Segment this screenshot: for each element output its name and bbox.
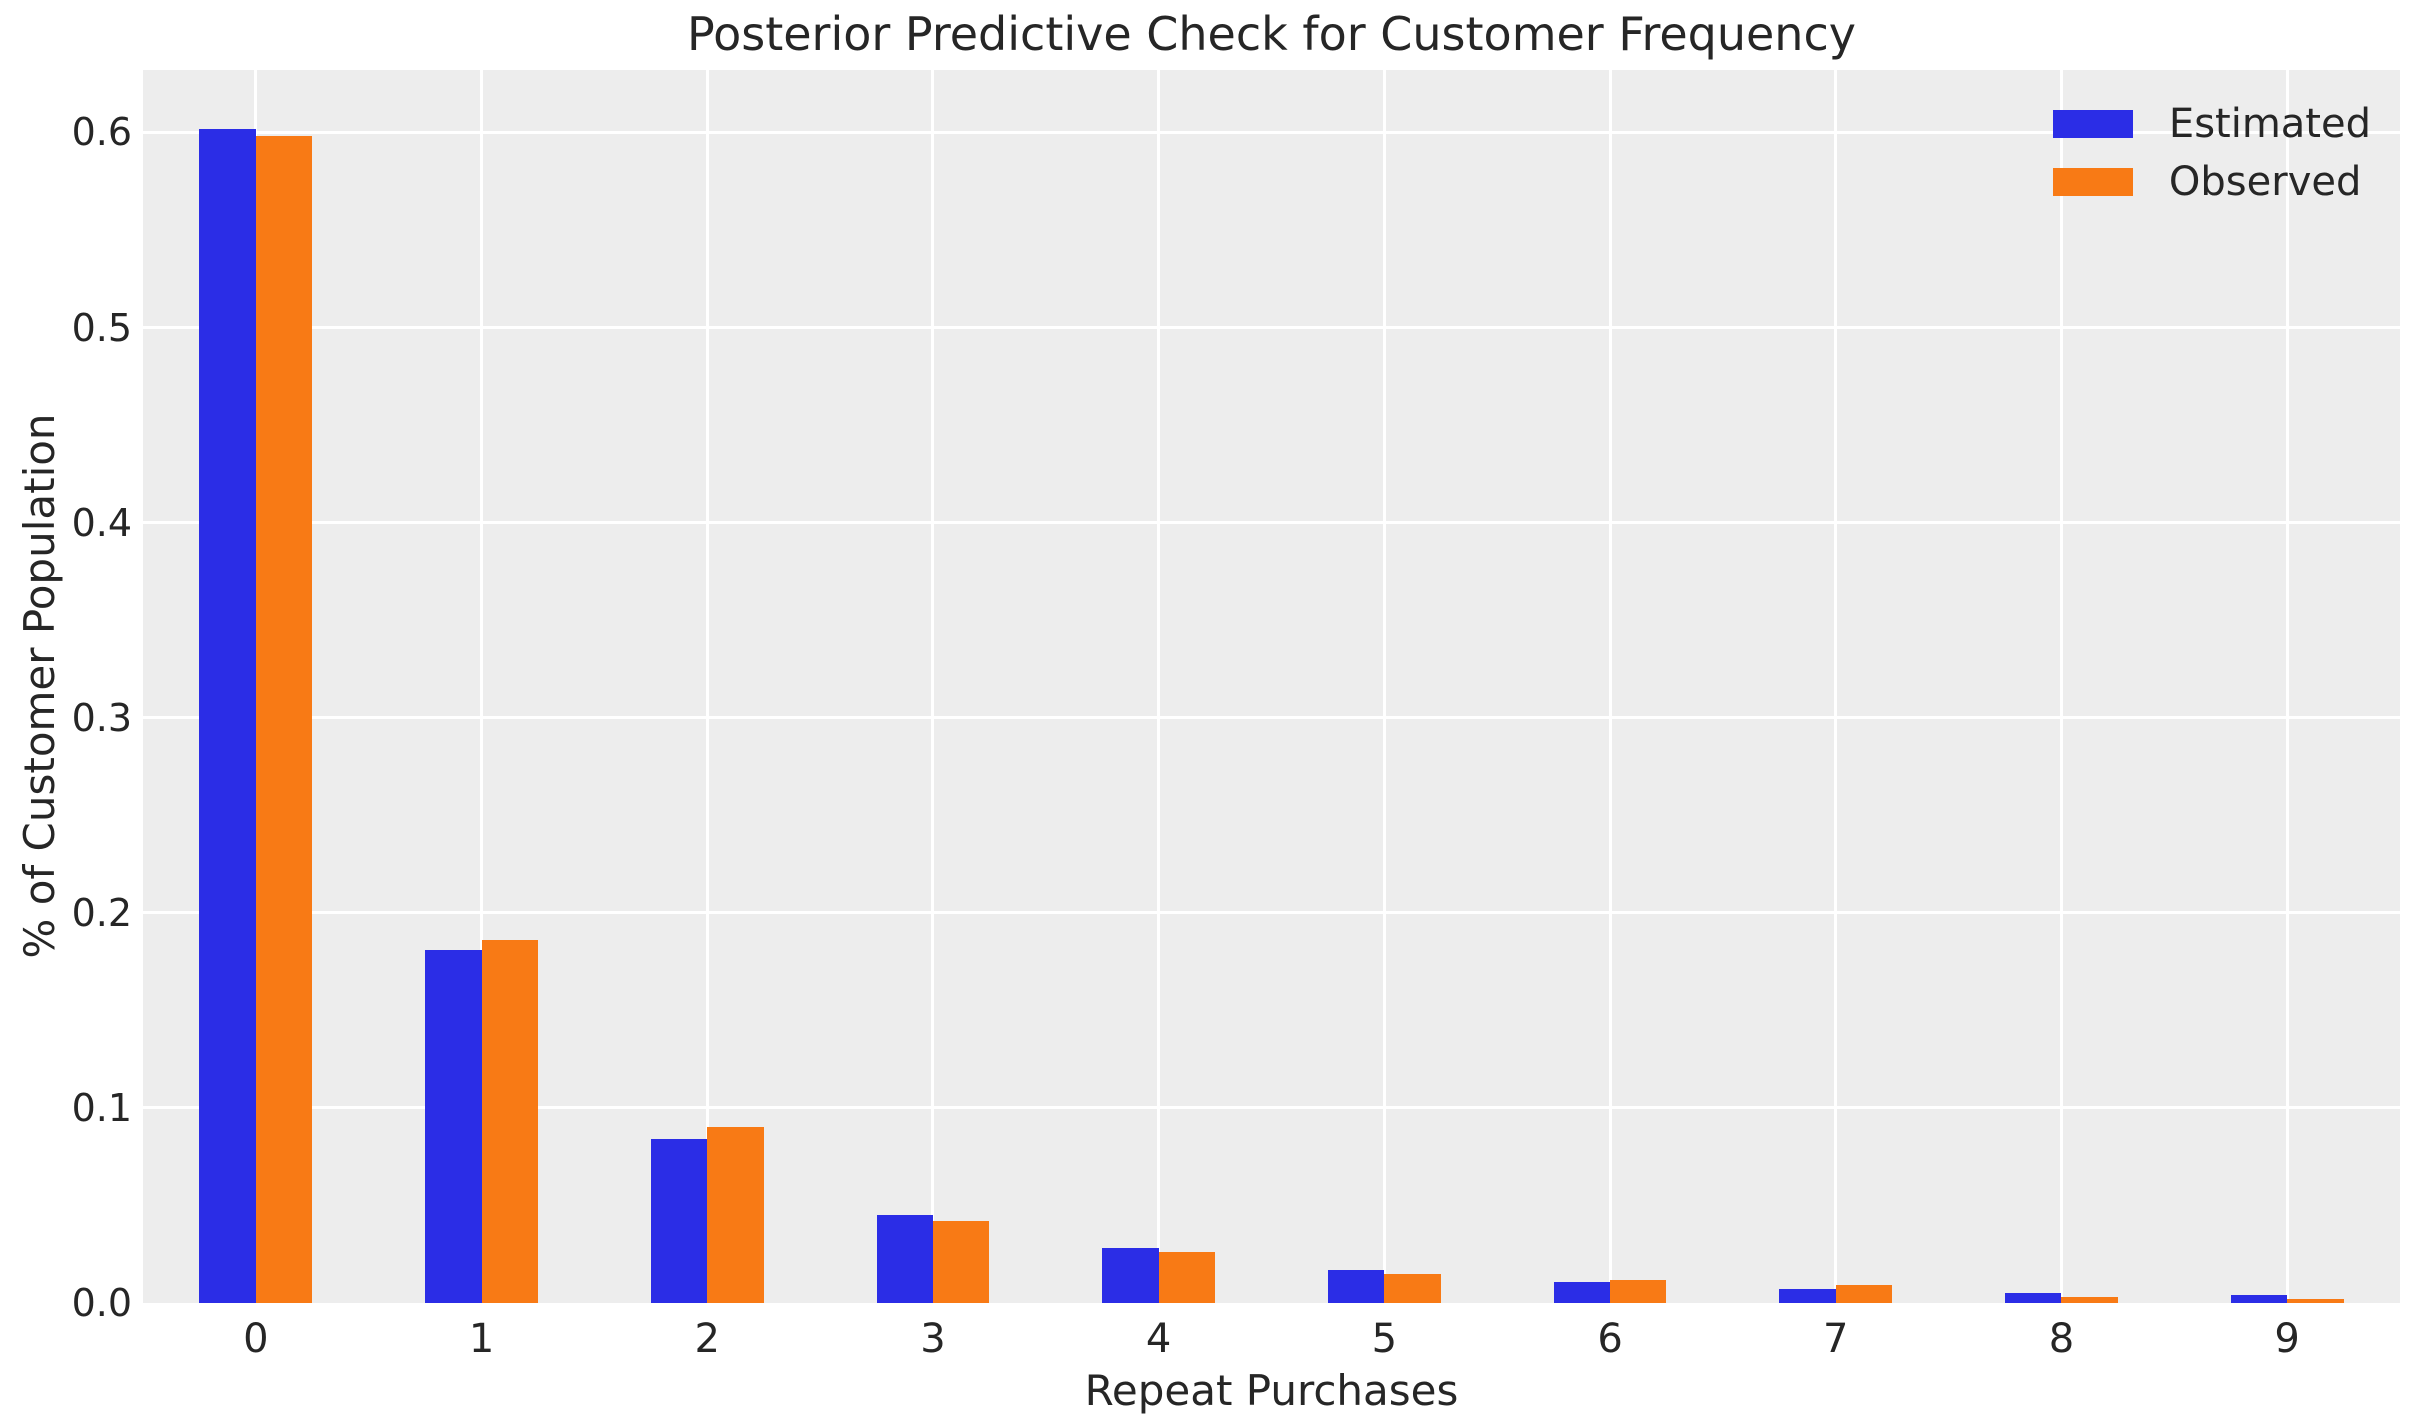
bar-observed-9 <box>2287 1299 2344 1303</box>
legend-item-observed: Observed <box>2052 153 2371 211</box>
y-tick-label: 0.4 <box>71 500 132 545</box>
chart-title: Posterior Predictive Check for Customer … <box>687 7 1856 61</box>
plot-area <box>143 70 2400 1303</box>
bar-observed-4 <box>1158 1252 1216 1303</box>
bar-estimated-8 <box>2005 1293 2062 1303</box>
legend-label-estimated: Estimated <box>2168 101 2371 147</box>
bar-estimated-7 <box>1779 1289 1836 1303</box>
legend-item-estimated: Estimated <box>2052 95 2371 153</box>
bar-observed-3 <box>932 1221 990 1303</box>
vertical-gridline <box>1608 70 1612 1303</box>
vertical-gridline <box>1382 70 1386 1303</box>
horizontal-gridline <box>143 326 2400 330</box>
bar-estimated-6 <box>1553 1281 1611 1303</box>
bar-observed-1 <box>481 940 538 1303</box>
x-tick-label: 2 <box>694 1316 720 1362</box>
horizontal-gridline <box>143 1106 2400 1110</box>
vertical-gridline <box>480 70 484 1303</box>
bar-observed-0 <box>255 136 313 1303</box>
vertical-gridline <box>1834 70 1838 1303</box>
vertical-gridline <box>705 70 709 1303</box>
y-tick-label: 0.5 <box>71 305 132 350</box>
x-tick-label: 3 <box>920 1316 946 1362</box>
y-tick-label: 0.3 <box>71 695 132 740</box>
vertical-gridline <box>1157 70 1161 1303</box>
x-tick-label: 4 <box>1145 1316 1172 1362</box>
bar-observed-6 <box>1610 1279 1667 1303</box>
bar-estimated-9 <box>2230 1295 2288 1303</box>
bar-estimated-1 <box>425 949 482 1303</box>
estimated-swatch-icon <box>2052 110 2133 138</box>
bar-observed-7 <box>1835 1285 1893 1303</box>
bar-observed-5 <box>1384 1273 1441 1303</box>
x-tick-label: 9 <box>2274 1316 2300 1362</box>
x-tick-label: 5 <box>1371 1316 1398 1362</box>
horizontal-gridline <box>143 716 2400 720</box>
legend: Estimated Observed <box>2052 95 2371 211</box>
bar-observed-2 <box>707 1127 764 1303</box>
x-tick-label: 8 <box>2048 1316 2075 1362</box>
horizontal-gridline <box>143 130 2400 134</box>
horizontal-gridline <box>143 911 2400 915</box>
vertical-gridline <box>2059 70 2063 1303</box>
y-tick-label: 0.0 <box>71 1281 132 1325</box>
y-axis-title: % of Customer Population <box>15 413 64 959</box>
bar-observed-8 <box>2061 1297 2118 1303</box>
observed-swatch-icon <box>2052 168 2133 196</box>
vertical-gridline <box>2285 70 2289 1303</box>
x-tick-label: 6 <box>1597 1316 1623 1362</box>
bar-estimated-5 <box>1327 1269 1385 1303</box>
vertical-gridline <box>931 70 935 1303</box>
legend-label-observed: Observed <box>2168 159 2362 205</box>
bar-estimated-0 <box>199 128 256 1303</box>
y-tick-label: 0.1 <box>71 1085 132 1130</box>
x-axis-title: Repeat Purchases <box>1084 1366 1459 1415</box>
y-tick-label: 0.6 <box>71 110 132 155</box>
x-tick-label: 0 <box>243 1316 269 1362</box>
x-tick-label: 1 <box>468 1316 495 1362</box>
horizontal-gridline <box>143 521 2400 525</box>
bar-estimated-4 <box>1102 1248 1159 1303</box>
bar-estimated-2 <box>650 1139 708 1303</box>
y-tick-label: 0.2 <box>71 890 132 935</box>
bar-estimated-3 <box>876 1215 933 1303</box>
x-tick-label: 7 <box>1823 1316 1849 1362</box>
